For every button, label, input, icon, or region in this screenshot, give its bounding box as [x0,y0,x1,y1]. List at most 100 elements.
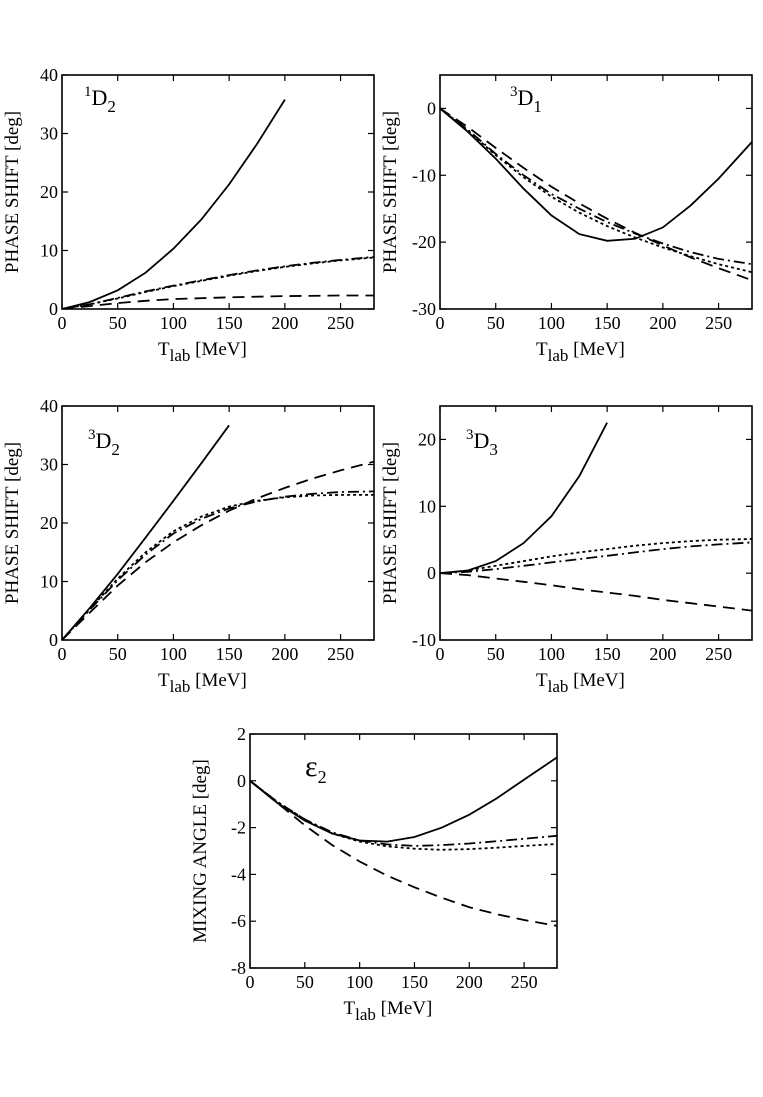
series-dashed [62,460,374,640]
curves [440,107,752,282]
x-tick-label: 250 [327,644,354,664]
y-tick-label: 30 [40,124,58,144]
y-tick-label: 0 [49,299,58,319]
panel-title: 1D2 [84,84,116,116]
y-tick-label: 10 [40,572,58,592]
x-axis-title-main: T [158,339,170,360]
plot-frame [439,74,753,310]
x-tick-label: 0 [58,313,67,333]
x-axis-title: Tlab [MeV] [344,998,433,1024]
y-tick-label: -20 [412,232,436,252]
y-axis-title: PHASE SHIFT [deg] [2,442,23,604]
x-tick-label: 50 [296,972,314,992]
x-axis-title: Tlab [MeV] [536,670,625,696]
panel-title-prefix: 1 [84,84,92,100]
x-tick-label: 50 [487,313,505,333]
x-axis-title-main: T [158,670,170,691]
x-axis-title-sub: lab [170,346,191,365]
y-tick-label: 10 [40,241,58,261]
panel-title-prefix: 3 [466,427,474,443]
panel-title-prefix: 3 [88,427,96,443]
series-solid [62,99,286,309]
series-dotted [440,107,752,274]
x-tick-label: 100 [160,313,187,333]
curves [62,424,374,640]
y-tick-label: -6 [231,911,246,931]
y-tick-label: -2 [231,818,246,838]
y-tick-label: -10 [412,165,436,185]
panel-title: ε2 [305,750,327,787]
plot-frame [439,405,753,641]
x-tick-label: 0 [58,644,67,664]
x-tick-label: 100 [160,644,187,664]
panel-title-sub: 2 [318,767,327,787]
x-tick-label: 200 [271,644,298,664]
y-axis-title: MIXING ANGLE [deg] [190,759,211,943]
x-axis-title: Tlab [MeV] [158,670,247,696]
y-tick-label: 0 [427,563,436,583]
x-axis-title-sub: lab [548,346,569,365]
x-tick-label: 0 [246,972,255,992]
x-tick-label: 200 [271,313,298,333]
x-tick-label: 100 [538,313,565,333]
series-dash-dot [62,490,374,640]
panel-title-main: D [474,428,490,453]
panel-title-prefix: 3 [510,84,518,100]
x-tick-label: 150 [594,644,621,664]
x-tick-label: 0 [436,313,445,333]
series-dash-dot [62,256,374,309]
series-dash-dot [440,107,752,266]
panel-title-main: D [96,428,112,453]
series-dashed [440,572,752,612]
series-dotted [62,256,374,309]
curves [440,422,752,612]
x-tick-label: 250 [511,972,538,992]
x-tick-label: 250 [705,644,732,664]
x-axis-title-main: T [344,998,356,1019]
chart-panel-2: 0 50 100 150 200 250 -30 -20 -10 0 Tlab [MeV] PHASE… [380,74,753,365]
series-dashed [250,780,557,927]
panel-title-sub: 2 [111,440,120,459]
x-tick-label: 150 [216,313,243,333]
y-tick-label: -8 [231,958,246,978]
series-solid [440,422,608,574]
y-tick-label: -4 [231,864,246,884]
x-tick-label: 150 [401,972,428,992]
x-axis-title-sub: lab [355,1005,376,1024]
panel-title: 3D3 [466,427,498,459]
x-axis-title: Tlab [MeV] [158,339,247,365]
y-axis-title: PHASE SHIFT [deg] [2,111,23,273]
panel-title: 3D1 [510,84,542,116]
y-tick-label: 0 [237,771,246,791]
y-tick-label: 40 [40,65,58,85]
chart-panel-5: 0 50 100 150 200 250 -8 -6 -4 -2 0 2 Tlab [MeV] MIXIN… [190,724,558,1024]
x-axis-title-unit: [MeV] [190,670,246,691]
series-dotted [250,780,557,851]
y-tick-label: 2 [237,724,246,744]
y-tick-label: 40 [40,396,58,416]
x-axis-title-unit: [MeV] [376,998,432,1019]
x-tick-label: 250 [705,313,732,333]
y-tick-label: 20 [40,513,58,533]
panel-title-sub: 2 [107,97,116,116]
x-axis-title-main: T [536,339,548,360]
x-axis-title: Tlab [MeV] [536,339,625,365]
panel-title-main: D [518,85,534,110]
series-dotted [62,493,374,640]
x-tick-label: 200 [649,313,676,333]
y-tick-label: -30 [412,299,436,319]
panel-title: 3D2 [88,427,120,459]
plot-frame [249,733,558,969]
x-tick-label: 150 [594,313,621,333]
series-dash-dot [440,541,752,574]
y-tick-label: 30 [40,455,58,475]
x-axis-title-main: T [536,670,548,691]
series-solid [440,107,752,242]
y-tick-label: 0 [49,630,58,650]
x-tick-label: 150 [216,644,243,664]
y-tick-label: 20 [418,429,436,449]
x-axis-title-sub: lab [170,677,191,696]
x-tick-label: 50 [109,313,127,333]
